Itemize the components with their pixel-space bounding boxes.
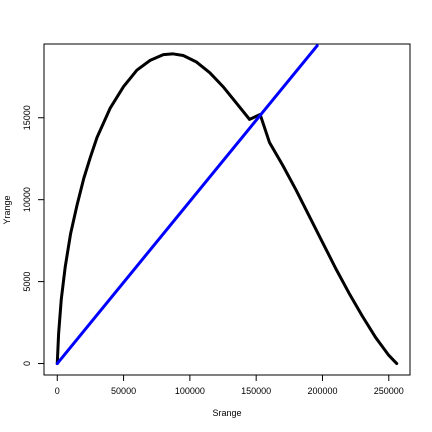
x-tick-label: 200000 bbox=[307, 386, 337, 396]
y-tick-label: 0 bbox=[22, 361, 32, 366]
x-tick-label: 50000 bbox=[111, 386, 136, 396]
y-axis-label: Yrange bbox=[2, 195, 12, 224]
straight-line-series bbox=[55, 44, 319, 366]
y-tick-label: 15000 bbox=[22, 105, 32, 130]
y-tick-label: 5000 bbox=[22, 272, 32, 292]
x-tick-label: 0 bbox=[55, 386, 60, 396]
x-axis-label: Srange bbox=[212, 408, 241, 418]
series-layer bbox=[55, 44, 399, 366]
plot-frame bbox=[43, 43, 411, 376]
x-tick-label: 250000 bbox=[374, 386, 404, 396]
y-tick-label: 10000 bbox=[22, 187, 32, 212]
x-tick-label: 150000 bbox=[241, 386, 271, 396]
axis-ticks: 0 50000 100000 150000 200000 250000 0 5000 10000… bbox=[22, 105, 404, 396]
x-tick-label: 100000 bbox=[175, 386, 205, 396]
trajectory-curve-line bbox=[55, 52, 399, 366]
